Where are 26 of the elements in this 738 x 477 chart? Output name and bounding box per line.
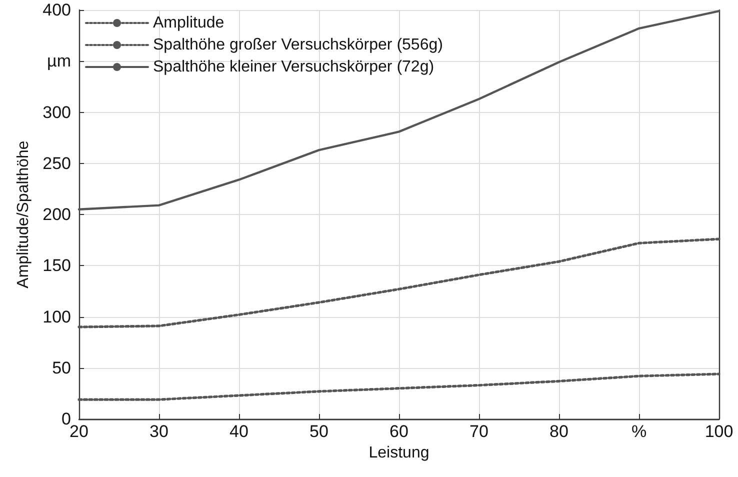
x-tick-label: 100	[704, 422, 734, 441]
y-axis-title: Amplitude/Spalthöhe	[15, 140, 32, 288]
y-tick-label: 150	[42, 256, 71, 276]
y-tick-label: 0	[62, 410, 71, 428]
y-tick-label: 400	[42, 0, 71, 20]
y-tick-label: 300	[42, 102, 71, 122]
y-tick-label: 200	[42, 205, 71, 224]
legend-label: Spalthöhe kleiner Versuchskörper (72g)	[153, 58, 434, 76]
x-tick-label: 30	[150, 422, 168, 441]
y-tick-label: 100	[42, 307, 71, 326]
x-tick-label: 50	[310, 422, 328, 441]
x-tick-label: 70	[470, 422, 488, 441]
x-tick-label: 40	[230, 422, 248, 441]
x-tick-label: 80	[550, 422, 568, 441]
x-tick-label: 20	[70, 422, 88, 441]
line-series	[78, 238, 720, 328]
legend-label: Amplitude	[153, 14, 224, 32]
y-tick-label: 50	[52, 358, 71, 378]
y-tick-label: 250	[42, 154, 71, 173]
line-series	[78, 10, 720, 210]
x-tick-label: %	[631, 422, 647, 441]
line-series	[78, 372, 720, 401]
x-tick-label: 60	[390, 422, 408, 441]
y-tick-label: µm	[47, 52, 71, 71]
legend-label: Spalthöhe großer Versuchskörper (556g)	[153, 36, 443, 54]
x-axis-title: Leistung	[368, 444, 430, 462]
